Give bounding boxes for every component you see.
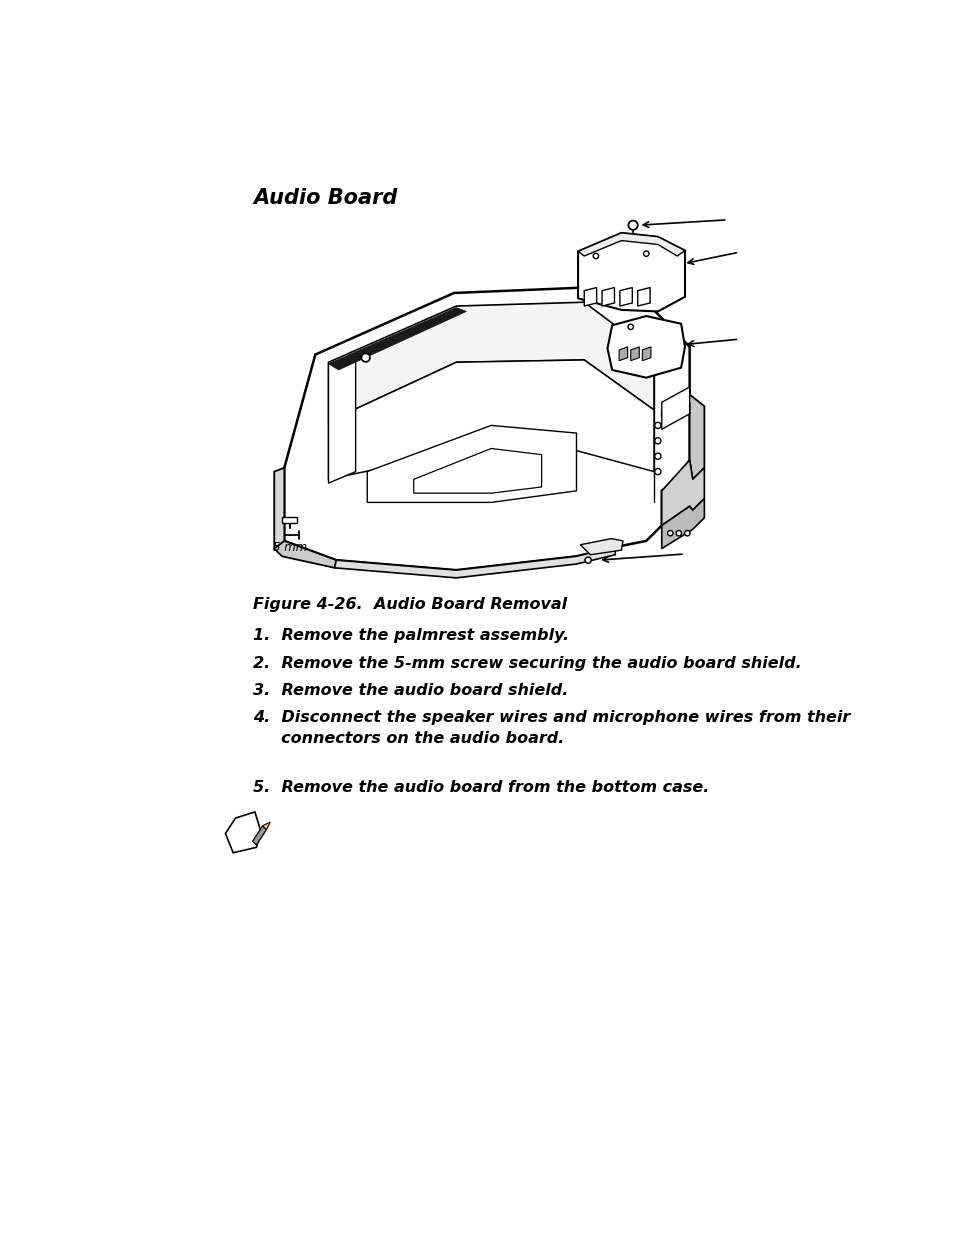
- Polygon shape: [253, 826, 266, 845]
- Polygon shape: [661, 395, 703, 479]
- Polygon shape: [583, 288, 596, 306]
- Circle shape: [584, 557, 591, 563]
- Circle shape: [643, 251, 648, 257]
- Text: 3.  Remove the audio board shield.: 3. Remove the audio board shield.: [253, 683, 568, 698]
- Polygon shape: [630, 347, 639, 361]
- Text: 4.  Disconnect the speaker wires and microphone wires from their
     connectors: 4. Disconnect the speaker wires and micr…: [253, 710, 850, 746]
- Circle shape: [361, 353, 370, 362]
- Polygon shape: [661, 499, 703, 548]
- Text: 5 mm: 5 mm: [273, 541, 307, 555]
- Polygon shape: [619, 288, 632, 306]
- Polygon shape: [328, 303, 654, 421]
- Polygon shape: [274, 541, 335, 568]
- Polygon shape: [262, 823, 270, 830]
- Polygon shape: [661, 461, 703, 526]
- Circle shape: [654, 422, 660, 429]
- Circle shape: [654, 437, 660, 443]
- Text: 5.  Remove the audio board from the bottom case.: 5. Remove the audio board from the botto…: [253, 779, 709, 794]
- Polygon shape: [607, 316, 684, 378]
- Polygon shape: [367, 425, 576, 503]
- Circle shape: [676, 531, 680, 536]
- Circle shape: [593, 253, 598, 258]
- Circle shape: [654, 453, 660, 459]
- Polygon shape: [225, 811, 261, 852]
- Polygon shape: [578, 233, 684, 256]
- Text: 2.  Remove the 5-mm screw securing the audio board shield.: 2. Remove the 5-mm screw securing the au…: [253, 656, 801, 672]
- Circle shape: [627, 324, 633, 330]
- Polygon shape: [661, 387, 689, 430]
- Polygon shape: [328, 359, 654, 479]
- Polygon shape: [641, 347, 650, 361]
- Polygon shape: [328, 308, 466, 370]
- Polygon shape: [335, 547, 615, 578]
- Circle shape: [667, 531, 672, 536]
- Polygon shape: [284, 288, 689, 571]
- Polygon shape: [637, 288, 649, 306]
- Circle shape: [628, 221, 637, 230]
- Text: Figure 4-26.  Audio Board Removal: Figure 4-26. Audio Board Removal: [253, 597, 567, 613]
- Polygon shape: [579, 538, 622, 555]
- Text: 1.  Remove the palmrest assembly.: 1. Remove the palmrest assembly.: [253, 627, 569, 643]
- Text: Audio Board: Audio Board: [253, 188, 397, 209]
- Polygon shape: [414, 448, 541, 493]
- Polygon shape: [274, 468, 284, 548]
- Polygon shape: [601, 288, 614, 306]
- Circle shape: [654, 468, 660, 474]
- Polygon shape: [618, 347, 627, 361]
- Circle shape: [684, 531, 689, 536]
- FancyBboxPatch shape: [282, 517, 297, 524]
- Polygon shape: [328, 354, 355, 483]
- Polygon shape: [578, 233, 684, 311]
